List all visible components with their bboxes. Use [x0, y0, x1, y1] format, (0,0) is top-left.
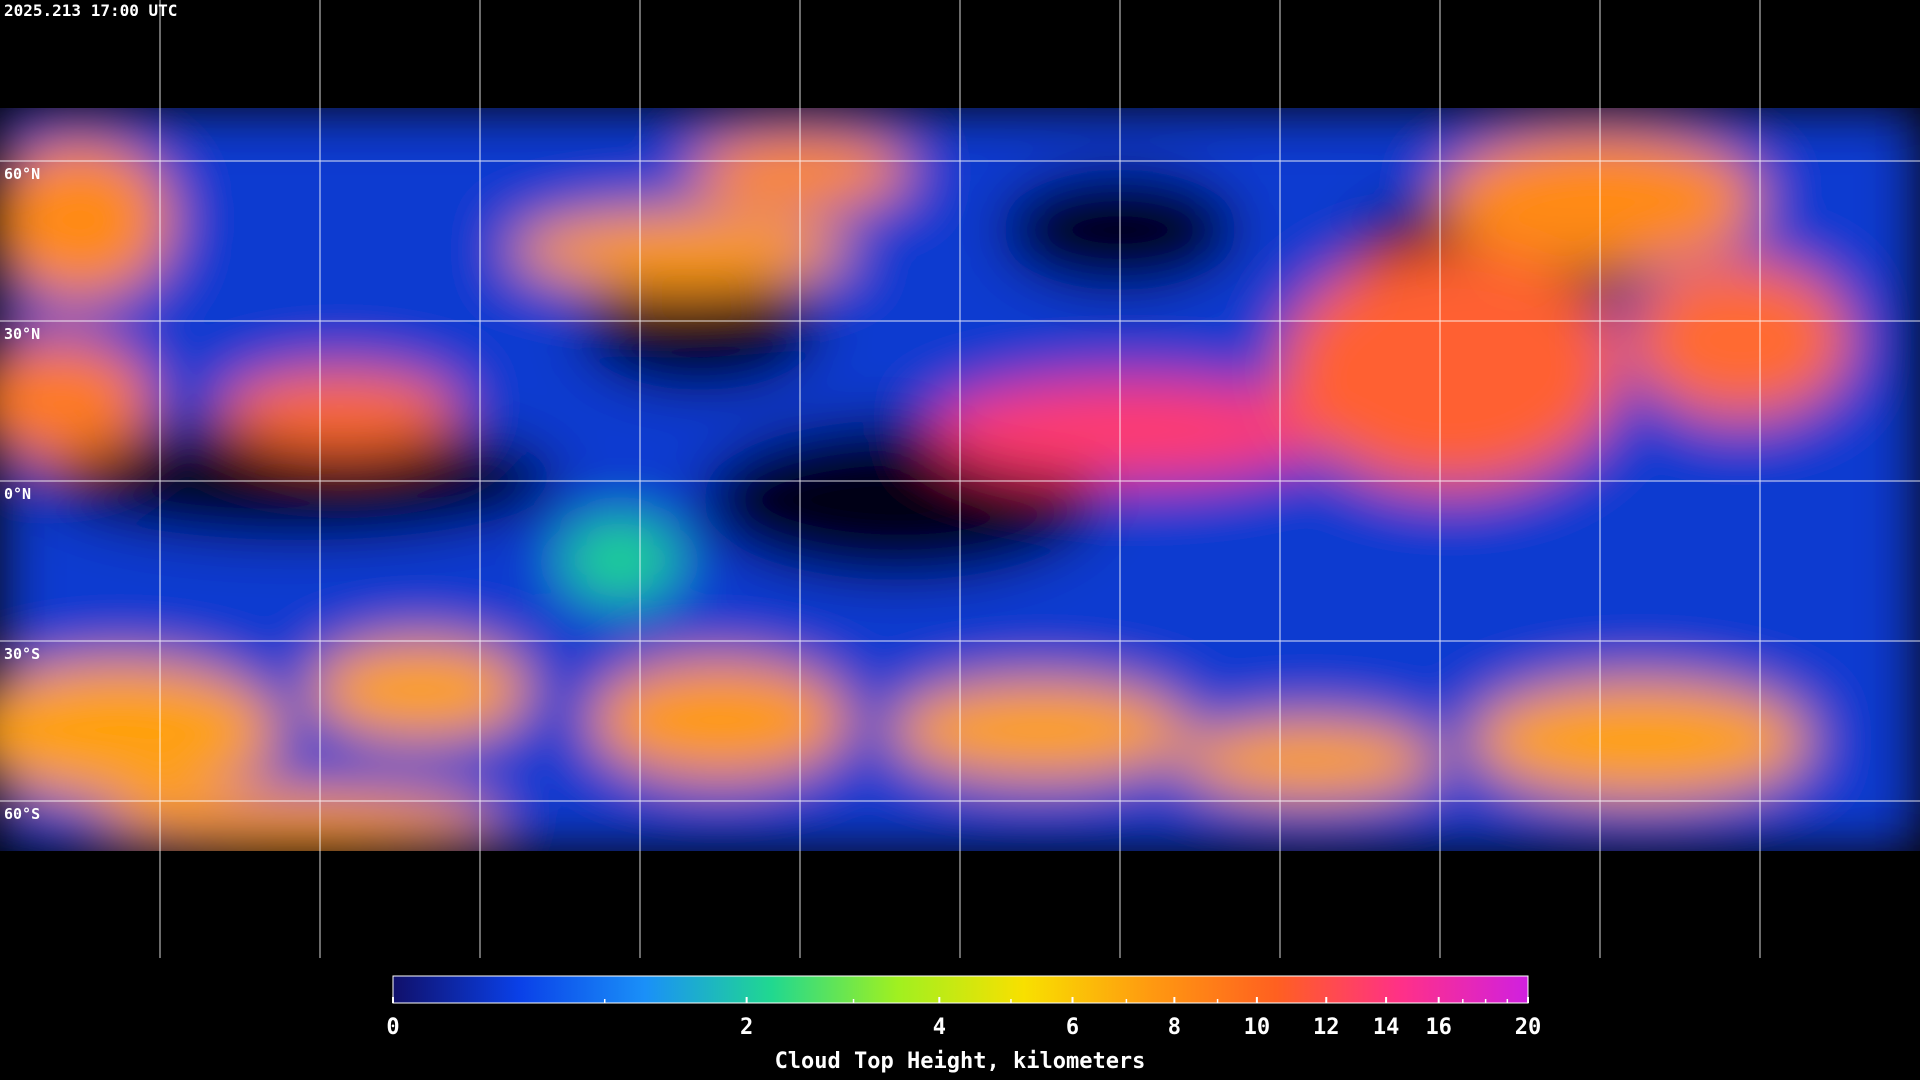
lat-label: 30°N [4, 325, 40, 343]
colorbar-label: Cloud Top Height, kilometers [775, 1049, 1146, 1074]
lat-label: 30°S [4, 645, 40, 663]
graticule [0, 0, 1920, 958]
colorbar-tick-label: 0 [386, 1015, 399, 1040]
colorbar-tick-label: 6 [1066, 1015, 1079, 1040]
timestamp: 2025.213 17:00 UTC [4, 1, 177, 20]
colorbar-tick-label: 14 [1373, 1015, 1400, 1040]
colorbar-tick-label: 2 [740, 1015, 753, 1040]
colorbar-tick-label: 20 [1515, 1015, 1542, 1040]
colorbar-tick-label: 8 [1168, 1015, 1181, 1040]
colorbar-tick-label: 10 [1244, 1015, 1271, 1040]
colorbar [392, 975, 1529, 1004]
lat-label: 60°N [4, 165, 40, 183]
colorbar-tick-label: 4 [933, 1015, 946, 1040]
colorbar-tick-label: 16 [1425, 1015, 1452, 1040]
colorbar-tick-label: 12 [1313, 1015, 1340, 1040]
lat-label: 0°N [4, 485, 31, 503]
lat-label: 60°S [4, 805, 40, 823]
